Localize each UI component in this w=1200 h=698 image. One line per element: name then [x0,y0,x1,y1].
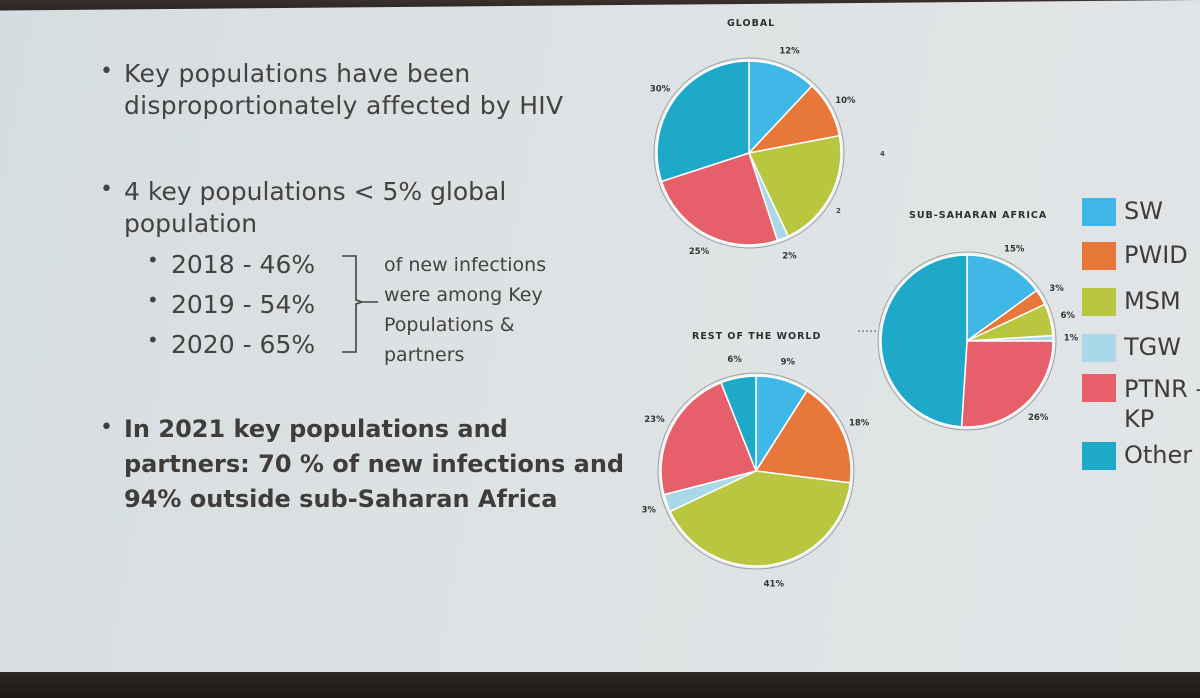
pie-global-data-label: 12% [779,47,800,57]
pie-global-data-label: 30% [650,84,671,94]
brace-icon [342,255,378,353]
legend-swatch [1082,288,1116,316]
chart-title-global: GLOBAL [727,18,776,29]
pie-global-slice-sw [748,60,814,155]
bullet-2021: • In 2021 key populations and partners: … [100,412,625,517]
pie-row-data-label: 3% [642,506,657,516]
chart-title-row: REST OF THE WORLD [692,331,822,342]
bullet-line: partners: 70 % of new infections and [124,450,625,478]
pie-row-slice-msm [669,470,852,567]
pie-ssa-slice-sw [966,254,1038,343]
bullet-line: population [124,209,258,238]
pie-row-data-label: 18% [849,418,870,428]
brace-line: were among Key [384,284,543,306]
sub-bullet-2019: • 2019 - 54% [147,288,316,319]
bullet-dot: • [147,288,159,312]
pie-ssa-data-label: 1% [1064,334,1079,344]
sub-bullet-text: 2019 - 54% [171,290,316,319]
bullet-line: disproportionately affected by HIV [124,91,564,120]
sub-bullet-text: 2020 - 65% [171,330,316,359]
bullet-line: 4 key populations < 5% global [124,177,507,206]
legend-swatch [1082,334,1116,362]
bullet-dot: • [147,248,159,272]
chart-title-ssa: SUB-SAHARAN AFRICA [909,210,1048,221]
pie-global-stray-mark: 4 [880,150,885,158]
bullet-line: Key populations have been [124,59,471,88]
pie-global-stray-mark: 2 [836,207,841,215]
bullet-global-population: • 4 key populations < 5% global populati… [100,176,507,240]
sub-bullet-text: 2018 - 46% [171,250,316,279]
legend-swatch [1082,198,1116,226]
pie-row-data-label: 9% [781,358,796,368]
pie-row-data-label: 6% [727,355,742,365]
brace-line: partners [384,344,465,366]
brace-annotation: of new infections were among Key Populat… [384,250,546,370]
legend-label: Other [1124,441,1193,469]
pie-global-data-label: 25% [689,247,710,257]
pie-global-slice-ptnr-kp [660,152,779,246]
pie-ssa-data-label: 6% [1061,311,1076,321]
pie-ssa-data-label: 3% [1049,284,1064,294]
bullet-line: In 2021 key populations and [124,415,508,443]
legend-label: PTNR – KP [1124,375,1200,433]
pie-ssa-slice-other [880,254,968,428]
legend-swatch [1082,374,1116,402]
bullet-dot: • [100,177,113,202]
pie-row-slice-other [720,375,757,472]
pie-ssa-slice-ptnr-kp [960,340,1054,428]
bullet-dot: • [100,415,113,440]
legend-label: SW [1124,197,1163,225]
bullet-key-populations: • Key populations have been disproportio… [100,58,564,122]
pie-global-slice-other [656,60,750,183]
legend-label: PWID [1124,241,1188,269]
legend-label: MSM [1124,287,1181,315]
pie-global-data-label: 10% [835,96,856,106]
legend-label: TGW [1124,333,1181,361]
pie-row-data-label: 41% [764,580,785,590]
legend-swatch [1082,442,1116,470]
pie-ssa-data-label: 26% [1028,413,1049,423]
sub-bullet-2018: • 2018 - 46% [147,248,316,279]
pie-ssa-data-label: 15% [1004,244,1025,254]
screen-edge-bottom [0,672,1200,698]
bullet-line: 94% outside sub-Saharan Africa [124,485,558,513]
pie-row-slice-ptnr-kp [660,381,758,496]
bullet-dot: • [100,59,114,84]
pie-row-data-label: 23% [644,415,665,425]
bullet-dot: • [147,328,159,352]
sub-bullet-2020: • 2020 - 65% [147,328,316,359]
pie-row-slice-pwid [754,389,852,484]
brace-line: Populations & [384,314,515,336]
pie-global-data-label: 2% [782,251,797,261]
brace-line: of new infections [384,254,547,276]
pie-global-slice-msm [747,134,842,238]
legend-swatch [1082,242,1116,270]
